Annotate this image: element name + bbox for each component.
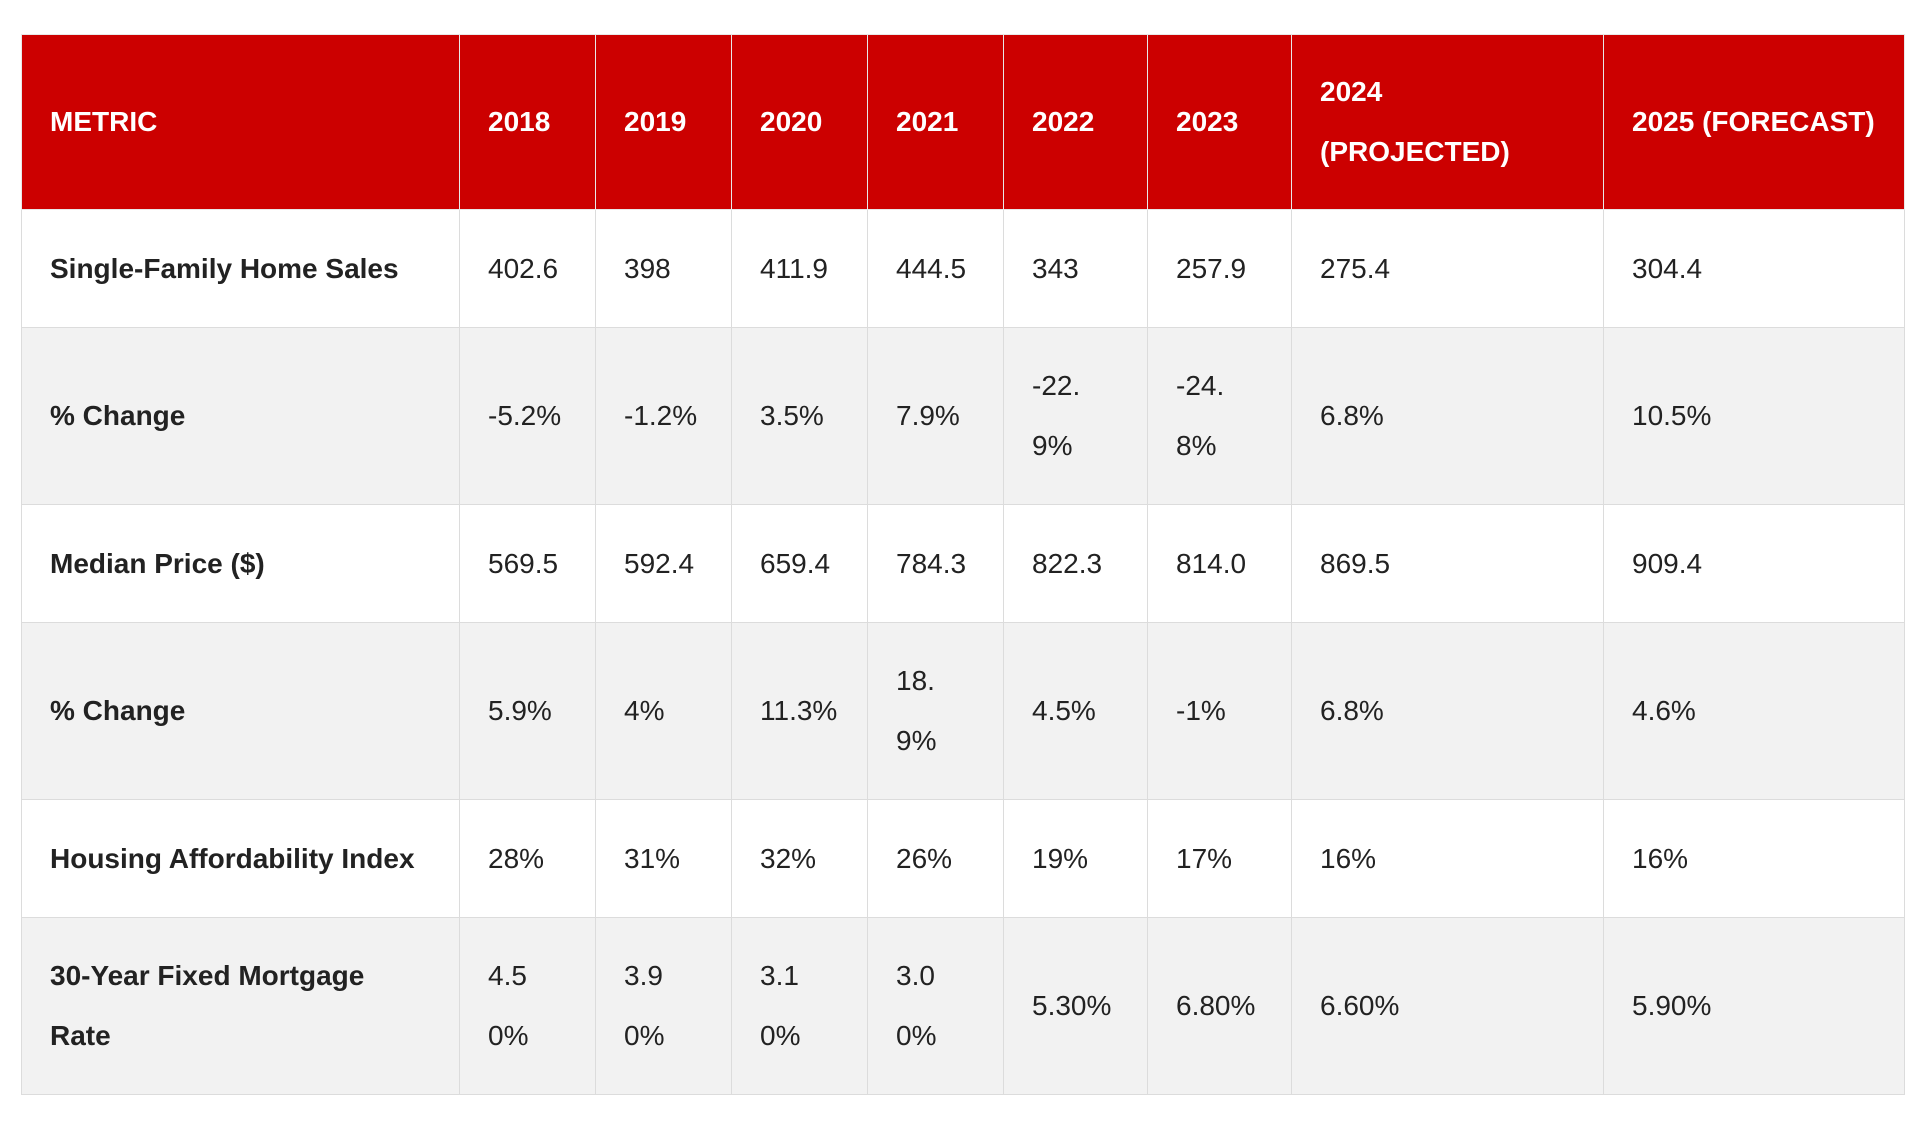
table-cell: 3.5% bbox=[731, 327, 868, 505]
column-header-2019: 2019 bbox=[595, 34, 732, 210]
table-cell: 592.4 bbox=[595, 504, 732, 623]
table-cell: 16% bbox=[1291, 799, 1604, 918]
table-cell: 32% bbox=[731, 799, 868, 918]
table-cell: -1% bbox=[1147, 622, 1292, 800]
column-header-2022: 2022 bbox=[1003, 34, 1148, 210]
table-cell: 659.4 bbox=[731, 504, 868, 623]
table-cell: 304.4 bbox=[1603, 209, 1905, 328]
table-cell: 18.9% bbox=[867, 622, 1004, 800]
table-cell: 411.9 bbox=[731, 209, 868, 328]
table-cell: -22.9% bbox=[1003, 327, 1148, 505]
table-cell: -24.8% bbox=[1147, 327, 1292, 505]
table-cell: 5.9% bbox=[459, 622, 596, 800]
table-cell: 275.4 bbox=[1291, 209, 1604, 328]
table-cell: 402.6 bbox=[459, 209, 596, 328]
table-cell: 5.90% bbox=[1603, 917, 1905, 1095]
table-cell: 909.4 bbox=[1603, 504, 1905, 623]
table-header: METRIC 2018 2019 2020 2021 2022 2023 202… bbox=[21, 34, 1905, 210]
housing-market-table: METRIC 2018 2019 2020 2021 2022 2023 202… bbox=[21, 34, 1905, 1095]
table-cell: 6.60% bbox=[1291, 917, 1604, 1095]
table-cell: 6.80% bbox=[1147, 917, 1292, 1095]
table-row: Single-Family Home Sales 402.6 398 411.9… bbox=[21, 209, 1905, 328]
table-cell: 6.8% bbox=[1291, 327, 1604, 505]
column-header-2024-projected: 2024 (PROJECTED) bbox=[1291, 34, 1604, 210]
column-header-2018: 2018 bbox=[459, 34, 596, 210]
row-label: % Change bbox=[21, 622, 460, 800]
table-cell: 11.3% bbox=[731, 622, 868, 800]
table-cell: 3.90% bbox=[595, 917, 732, 1095]
table-row: 30-Year Fixed Mortgage Rate 4.50% 3.90% … bbox=[21, 917, 1905, 1095]
table-cell: 4.6% bbox=[1603, 622, 1905, 800]
data-table-container: METRIC 2018 2019 2020 2021 2022 2023 202… bbox=[21, 34, 1905, 1095]
table-cell: 5.30% bbox=[1003, 917, 1148, 1095]
row-label: Single-Family Home Sales bbox=[21, 209, 460, 328]
table-row: Housing Affordability Index 28% 31% 32% … bbox=[21, 799, 1905, 918]
table-cell: -1.2% bbox=[595, 327, 732, 505]
table-cell: 26% bbox=[867, 799, 1004, 918]
table-cell: 6.8% bbox=[1291, 622, 1604, 800]
table-cell: 257.9 bbox=[1147, 209, 1292, 328]
table-cell: 569.5 bbox=[459, 504, 596, 623]
header-row: METRIC 2018 2019 2020 2021 2022 2023 202… bbox=[21, 34, 1905, 210]
table-cell: 10.5% bbox=[1603, 327, 1905, 505]
table-cell: 3.00% bbox=[867, 917, 1004, 1095]
column-header-metric: METRIC bbox=[21, 34, 460, 210]
table-cell: 16% bbox=[1603, 799, 1905, 918]
table-row: % Change 5.9% 4% 11.3% 18.9% 4.5% -1% 6.… bbox=[21, 622, 1905, 800]
table-cell: 398 bbox=[595, 209, 732, 328]
table-body: Single-Family Home Sales 402.6 398 411.9… bbox=[21, 209, 1905, 1095]
table-cell: 28% bbox=[459, 799, 596, 918]
table-cell: 4.50% bbox=[459, 917, 596, 1095]
column-header-2023: 2023 bbox=[1147, 34, 1292, 210]
row-label: Housing Affordability Index bbox=[21, 799, 460, 918]
table-cell: 4% bbox=[595, 622, 732, 800]
table-cell: 7.9% bbox=[867, 327, 1004, 505]
table-cell: 784.3 bbox=[867, 504, 1004, 623]
table-cell: 869.5 bbox=[1291, 504, 1604, 623]
table-cell: 17% bbox=[1147, 799, 1292, 918]
table-cell: 822.3 bbox=[1003, 504, 1148, 623]
table-cell: 4.5% bbox=[1003, 622, 1148, 800]
table-cell: -5.2% bbox=[459, 327, 596, 505]
table-cell: 19% bbox=[1003, 799, 1148, 918]
table-cell: 814.0 bbox=[1147, 504, 1292, 623]
row-label: Median Price ($) bbox=[21, 504, 460, 623]
table-row: Median Price ($) 569.5 592.4 659.4 784.3… bbox=[21, 504, 1905, 623]
column-header-2020: 2020 bbox=[731, 34, 868, 210]
table-row: % Change -5.2% -1.2% 3.5% 7.9% -22.9% -2… bbox=[21, 327, 1905, 505]
column-header-2025-forecast: 2025 (FORECAST) bbox=[1603, 34, 1905, 210]
table-cell: 3.10% bbox=[731, 917, 868, 1095]
column-header-2021: 2021 bbox=[867, 34, 1004, 210]
table-cell: 444.5 bbox=[867, 209, 1004, 328]
table-cell: 31% bbox=[595, 799, 732, 918]
table-cell: 343 bbox=[1003, 209, 1148, 328]
row-label: % Change bbox=[21, 327, 460, 505]
row-label: 30-Year Fixed Mortgage Rate bbox=[21, 917, 460, 1095]
